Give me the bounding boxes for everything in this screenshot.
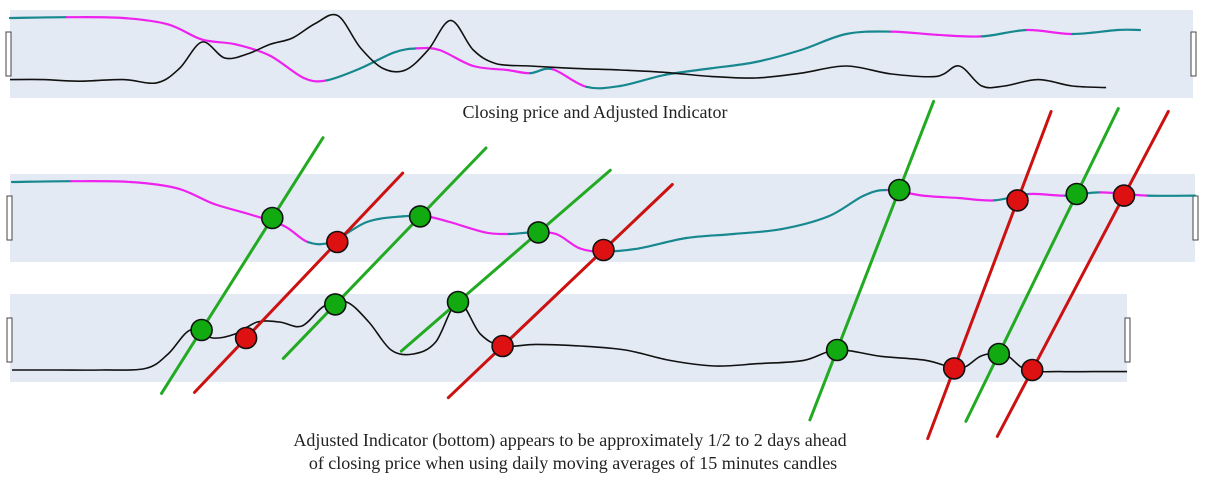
middle-indicator-segment xyxy=(176,187,215,205)
top-indicator-segment xyxy=(845,30,893,36)
middle-indicator-segment xyxy=(70,180,132,184)
buy-signal-indicator-dot xyxy=(887,178,911,202)
middle-indicator-segment xyxy=(283,224,309,244)
top-price-line xyxy=(9,13,1107,89)
buy-signal-price-dot xyxy=(446,290,470,314)
bottom-caption-line-2: of closing price when using daily moving… xyxy=(309,453,837,473)
signal-lines-layer xyxy=(160,99,1170,441)
top-indicator-segment xyxy=(664,67,712,76)
top-indicator-segment xyxy=(709,60,757,70)
middle-indicator-segment xyxy=(129,180,179,190)
top-panel-background xyxy=(10,10,1193,98)
top-indicator-segment xyxy=(472,64,509,72)
sell-signal-line xyxy=(193,171,405,394)
top-indicator-segment xyxy=(268,54,305,80)
top-indicator-segment xyxy=(302,76,328,83)
middle-indicator-segment xyxy=(779,215,830,231)
bottom-left-scroll-handle[interactable] xyxy=(6,317,13,363)
buy-signal-price-dot xyxy=(987,342,1011,366)
sell-signal-price-dot xyxy=(1020,358,1044,382)
middle-left-scroll-handle[interactable] xyxy=(6,195,13,241)
middle-indicator-segment xyxy=(685,232,735,240)
top-indicator-segment xyxy=(415,46,441,52)
top-indicator-segment xyxy=(619,73,667,88)
middle-indicator-segment xyxy=(555,232,581,250)
buy-signal-line xyxy=(964,107,1120,423)
middle-indicator-segment xyxy=(862,188,889,197)
buy-signal-indicator-dot xyxy=(408,205,432,228)
buy-signal-indicator-dot xyxy=(260,206,284,230)
bottom-right-scroll-handle[interactable] xyxy=(1124,317,1131,363)
middle-indicator-segment xyxy=(365,215,404,224)
buy-signal-indicator-dot xyxy=(527,221,550,244)
top-indicator-segment xyxy=(65,16,125,20)
top-indicator-segment xyxy=(201,38,238,46)
buy-signal-line xyxy=(399,168,612,353)
top-indicator-segment xyxy=(359,51,396,70)
buy-signal-price-dot xyxy=(190,318,213,342)
middle-indicator-segment xyxy=(957,196,995,202)
top-indicator-segment xyxy=(325,67,362,82)
sell-signal-price-dot xyxy=(234,326,258,350)
sell-signal-indicator-dot xyxy=(325,230,349,254)
sell-signal-price-dot xyxy=(942,357,966,380)
top-indicator-segment xyxy=(8,16,68,20)
middle-right-scroll-handle[interactable] xyxy=(1192,195,1199,241)
top-indicator-segment xyxy=(528,67,554,75)
series-layer xyxy=(8,13,1197,373)
top-indicator-segment xyxy=(506,68,531,75)
middle-indicator-segment xyxy=(484,231,510,236)
top-left-scroll-handle[interactable] xyxy=(5,31,12,77)
middle-indicator-segment xyxy=(448,220,487,234)
buy-signal-indicator-dot xyxy=(1065,182,1088,206)
top-right-scroll-handle[interactable] xyxy=(1190,31,1197,77)
middle-indicator-segment xyxy=(1028,192,1066,197)
top-indicator-segment xyxy=(121,16,170,26)
sell-signal-indicator-dot xyxy=(592,238,615,262)
top-indicator-segment xyxy=(438,48,475,68)
top-chart-caption: Closing price and Adjusted Indicator xyxy=(463,102,728,122)
top-indicator-segment xyxy=(585,84,622,90)
top-indicator-segment xyxy=(935,33,983,38)
middle-indicator-segment xyxy=(921,194,960,200)
sell-signal-line xyxy=(995,110,1170,438)
sell-signal-line xyxy=(446,183,674,400)
buy-signal-price-dot xyxy=(825,338,849,362)
sell-signal-price-dot xyxy=(491,334,514,358)
top-indicator-segment xyxy=(799,32,848,52)
top-indicator-segment xyxy=(551,68,588,88)
top-indicator-segment xyxy=(1025,28,1074,36)
sell-signal-line xyxy=(926,110,1053,441)
buy-signal-line xyxy=(808,99,936,422)
sell-signal-indicator-dot xyxy=(1006,189,1029,212)
middle-indicator-segment xyxy=(827,194,865,218)
top-indicator-segment xyxy=(754,48,803,64)
top-indicator-segment xyxy=(167,23,204,41)
top-indicator-segment xyxy=(1071,28,1119,36)
top-indicator-segment xyxy=(980,28,1029,38)
buy-signal-line xyxy=(160,136,325,395)
middle-indicator-segment xyxy=(212,202,250,216)
buy-signal-price-dot xyxy=(323,293,347,316)
sell-signal-indicator-dot xyxy=(1112,184,1136,207)
bottom-caption-line-1: Adjusted Indicator (bottom) appears to b… xyxy=(293,430,846,451)
top-indicator-segment xyxy=(890,30,938,36)
middle-indicator-segment xyxy=(732,228,783,236)
top-indicator-segment xyxy=(393,47,418,54)
top-indicator-segment xyxy=(234,43,271,57)
buy-signal-line xyxy=(281,146,488,360)
middle-indicator-segment xyxy=(637,236,688,250)
middle-indicator-segment xyxy=(10,180,73,184)
signal-dots-layer xyxy=(190,178,1136,382)
